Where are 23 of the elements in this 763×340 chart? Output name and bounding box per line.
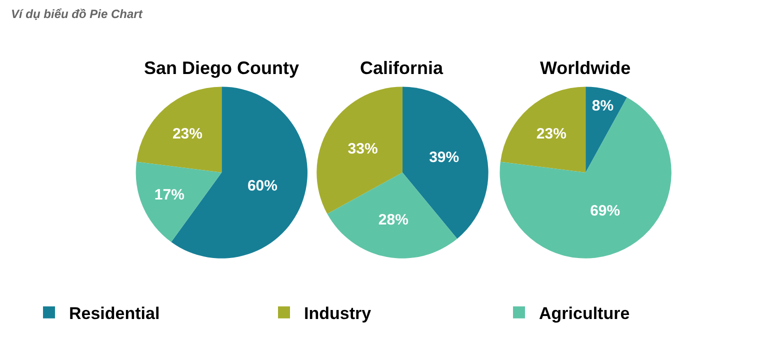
data-label: 8% xyxy=(592,97,614,114)
chart-title: California xyxy=(360,58,444,78)
chart-title: Worldwide xyxy=(540,58,631,78)
data-label: 39% xyxy=(429,149,460,166)
legend-label: Industry xyxy=(304,304,372,323)
pie-slice xyxy=(136,86,222,173)
legend-label: Residential xyxy=(69,304,160,323)
data-label: 60% xyxy=(247,177,278,194)
data-label: 23% xyxy=(172,125,202,142)
data-label: 28% xyxy=(378,212,408,229)
pie-slice xyxy=(136,162,222,242)
text: Ví dụ biểu đồ Pie Chart xyxy=(11,7,144,21)
pie-slice xyxy=(586,86,627,173)
data-label: 23% xyxy=(536,125,566,142)
data-label: 69% xyxy=(590,202,620,220)
data-label: 33% xyxy=(348,140,378,158)
pie-slice xyxy=(327,172,458,258)
pie-slice xyxy=(500,97,672,258)
data-label: 17% xyxy=(154,186,184,204)
legend-label: Agriculture xyxy=(539,304,630,323)
pie-slice xyxy=(500,86,586,173)
pie-slice xyxy=(316,86,402,214)
chart-title: San Diego County xyxy=(144,58,300,78)
